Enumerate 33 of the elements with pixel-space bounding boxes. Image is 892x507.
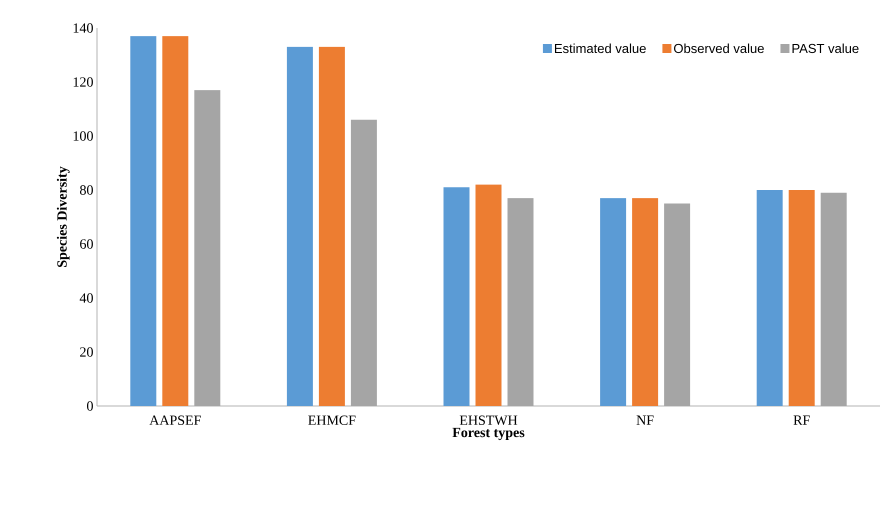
legend-label: Estimated value [554, 44, 646, 54]
bar [286, 46, 313, 406]
bar [318, 46, 345, 406]
x-tick-label: EHMCF [308, 416, 356, 425]
bar [476, 184, 502, 406]
x-tick-label: AAPSEF [149, 416, 201, 425]
bar [444, 187, 470, 406]
x-tick-label: RF [794, 416, 810, 425]
bar [632, 198, 658, 406]
y-axis-title: Species Diversity [56, 166, 70, 267]
x-tick-label: EHSTWH [460, 416, 518, 426]
x-tick-label: NF [636, 416, 654, 425]
legend-label: Observed value [674, 44, 764, 54]
y-tick-label: 80 [80, 185, 93, 195]
x-axis-title: Forest types [452, 428, 524, 440]
y-tick-label: 20 [80, 347, 93, 357]
y-tick-label: 40 [80, 293, 93, 303]
bar [788, 190, 815, 406]
bar [600, 198, 626, 406]
bar [664, 204, 690, 406]
bar [130, 36, 156, 406]
y-tick-label: 60 [80, 239, 93, 249]
y-tick-label: 140 [74, 23, 93, 33]
bar [756, 190, 783, 406]
y-tick-label: 0 [87, 401, 93, 411]
bar [820, 192, 847, 406]
y-tick-label: 100 [74, 131, 93, 141]
bar [194, 90, 220, 406]
bar [162, 36, 188, 406]
bar [350, 120, 377, 406]
bar [508, 198, 534, 406]
legend-label: PAST value [792, 44, 859, 54]
y-tick-label: 120 [74, 77, 93, 87]
